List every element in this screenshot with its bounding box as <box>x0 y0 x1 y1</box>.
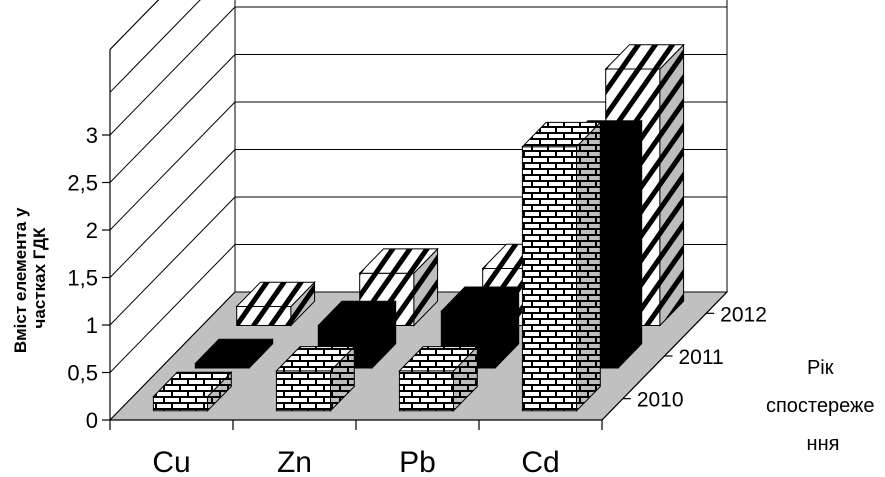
bar-front-face <box>521 146 577 412</box>
gridline <box>109 101 727 231</box>
bars-group <box>152 43 685 413</box>
z-axis-label-line3: ння <box>807 433 840 455</box>
bar-zn-2010 <box>275 345 356 413</box>
bar-front-face <box>398 370 454 412</box>
bar-front-face <box>236 306 292 326</box>
bar-side-face <box>617 119 643 369</box>
y-axis-label-line2: частках ГДК <box>30 227 49 329</box>
bar-top-face <box>317 300 397 326</box>
y-tick-label: 0,5 <box>67 361 98 386</box>
gridline <box>109 0 201 93</box>
gridline <box>109 0 160 50</box>
bar-top-face <box>398 346 479 372</box>
bar-side-face <box>659 43 685 327</box>
y-tick-label: 2 <box>86 218 98 243</box>
gridline <box>109 54 727 183</box>
bar-front-face <box>275 370 331 412</box>
y-axis-label-line1: Вміст елемента у <box>11 207 30 353</box>
bar-pb-2010 <box>398 345 479 413</box>
y-tick-label: 3 <box>86 123 98 148</box>
category-label-pb: Pb <box>399 446 436 477</box>
y-tick-label: 0 <box>86 408 98 433</box>
bar-side-face <box>576 121 601 413</box>
back-wall-edge <box>726 0 728 292</box>
y-axis-label: Вміст елемента у частках ГДК <box>11 203 49 353</box>
bar-top-face <box>194 338 274 364</box>
y-tick-label: 1 <box>86 313 98 338</box>
bar-front-face <box>194 363 250 369</box>
bar-cu-2011 <box>194 338 274 369</box>
side-wall-edge <box>109 0 236 292</box>
bar-front-face <box>152 396 208 412</box>
bar-cu-2012 <box>235 280 316 327</box>
z-axis-label: Рік спостереже ння <box>766 357 880 455</box>
labels-group: 0 0,5 1 1,5 2 2,5 3 Cu Zn Pb Cd 2010 2011 2012 <box>67 123 766 477</box>
category-label-zn: Zn <box>277 446 312 477</box>
y-tick-label: 1,5 <box>67 266 98 291</box>
category-label-cu: Cu <box>152 446 190 477</box>
bar-top-face <box>604 44 685 70</box>
z-axis-label-line2: спостереже <box>766 395 875 417</box>
bar-top-face <box>275 346 356 372</box>
bar-top-face <box>152 371 233 398</box>
series-label-2011: 2011 <box>679 346 724 369</box>
bar-top-face <box>358 248 439 274</box>
category-label-cd: Cd <box>521 446 559 477</box>
bar-top-face <box>235 281 316 307</box>
bar-top-face <box>440 286 520 312</box>
z-axis-label-line1: Рік <box>807 357 834 379</box>
series-label-2012: 2012 <box>720 303 767 326</box>
series-label-2010: 2010 <box>637 389 684 412</box>
bar-top-face <box>521 121 602 148</box>
gridline <box>109 6 727 136</box>
bar-cd-2010 <box>521 121 602 413</box>
bar-cu-2010 <box>152 371 233 413</box>
y-tick-label: 2,5 <box>67 171 98 196</box>
